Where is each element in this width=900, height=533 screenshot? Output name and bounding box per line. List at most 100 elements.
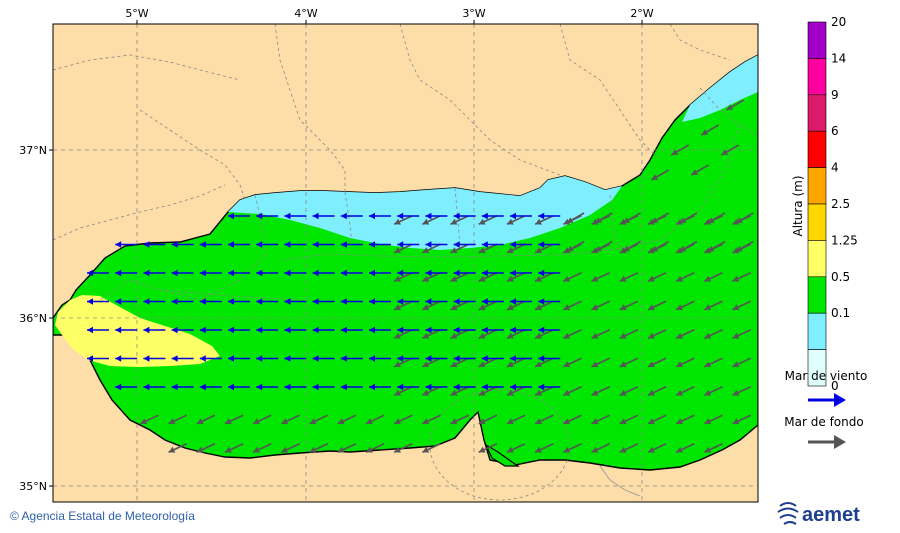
wave-arrowhead	[87, 298, 93, 305]
wave-arrowhead	[199, 298, 206, 305]
wave-arrowhead	[591, 361, 599, 368]
wave-arrowhead	[143, 383, 150, 391]
sea-yellow-west	[55, 295, 220, 367]
wave-arrowhead	[199, 326, 206, 334]
wave-arrowhead	[453, 383, 460, 391]
wave-arrowhead	[676, 275, 683, 282]
wave-arrowhead	[506, 218, 514, 225]
wave-arrowhead	[651, 174, 659, 180]
wave-arrowhead	[563, 418, 571, 425]
wave-arrowhead	[623, 245, 630, 252]
wave-arrowhead	[312, 326, 319, 334]
colorbar-segment	[807, 167, 827, 205]
wave-arrowhead	[619, 247, 627, 254]
wave-arrowhead	[369, 212, 375, 220]
wave-arrowhead	[591, 218, 599, 225]
wave-arrowhead	[453, 241, 460, 248]
wave-arrowhead	[506, 361, 514, 368]
wave-arrowhead	[563, 247, 571, 254]
wave-arrowhead	[143, 241, 150, 248]
colorbar-tick-label: 6	[831, 124, 839, 138]
wave-arrowhead	[510, 355, 516, 362]
wave-arrowhead	[619, 332, 627, 339]
lat-label: 37°N	[19, 144, 47, 157]
wave-arrowhead	[676, 361, 683, 368]
wave-arrowhead	[394, 389, 401, 396]
wind-sea-label: Mar de viento	[785, 369, 868, 383]
wave-arrowhead	[566, 245, 574, 252]
wave-arrowhead	[453, 298, 460, 305]
wave-arrowhead	[340, 355, 347, 362]
colorbar-tick-label: 4	[831, 161, 839, 175]
wave-arrowhead	[732, 389, 740, 396]
wave-arrowhead	[563, 275, 571, 282]
wave-arrowhead	[591, 304, 599, 311]
wave-arrowhead	[171, 326, 178, 334]
sea-cyan-north	[228, 176, 622, 250]
wave-arrowhead	[171, 355, 178, 362]
wave-arrowhead	[478, 389, 486, 396]
wave-arrowhead	[478, 218, 486, 225]
wave-arrowhead	[228, 355, 234, 362]
wave-arrowhead	[309, 446, 317, 453]
wave-arrowhead	[478, 275, 486, 282]
wave-arrowhead	[256, 269, 263, 277]
wave-arrowhead	[450, 332, 458, 339]
wave-arrowhead	[676, 304, 683, 311]
wave-arrowhead	[394, 361, 401, 368]
wave-arrowhead	[647, 304, 655, 311]
wave-arrowhead	[563, 332, 571, 339]
colorbar-segment	[807, 58, 827, 96]
wave-arrowhead	[115, 298, 122, 305]
wave-arrowhead	[647, 275, 655, 282]
wave-arrowhead	[704, 275, 712, 282]
longitude-ticks: 5°W 4°W 3°W 2°W	[125, 7, 654, 24]
islet-alboran	[484, 443, 520, 467]
wave-arrowhead	[619, 218, 627, 225]
wave-arrowhead	[535, 389, 542, 396]
wave-arrowhead	[115, 241, 122, 248]
wave-arrowhead	[478, 304, 486, 311]
wave-arrowhead	[256, 241, 263, 248]
wave-arrowhead	[256, 298, 263, 305]
wave-arrowhead	[691, 169, 699, 175]
wave-arrowhead	[510, 383, 516, 391]
wave-arrowhead	[425, 326, 432, 334]
wave-arrowhead	[450, 218, 458, 225]
wave-arrowhead	[535, 361, 542, 368]
wave-arrowhead	[619, 418, 627, 425]
wave-arrowhead	[538, 212, 545, 220]
wave-arrowhead	[228, 383, 234, 391]
wave-arrowhead	[732, 304, 740, 311]
wave-arrowhead	[228, 212, 234, 220]
wave-arrowhead	[481, 269, 488, 277]
wave-arrowhead	[453, 269, 460, 277]
colorbar-segment	[807, 240, 827, 278]
wave-arrowhead	[732, 418, 740, 425]
colorbar-segment	[807, 94, 827, 132]
wave-arrowhead	[591, 275, 599, 282]
wave-arrowhead	[506, 446, 514, 453]
colorbar-tick-label: 2.5	[831, 197, 850, 211]
wave-arrowhead	[143, 326, 150, 334]
wave-arrowhead	[199, 269, 206, 277]
colorbar-title: Altura (m)	[791, 175, 805, 236]
wave-arrowhead	[676, 446, 683, 453]
wave-arrowhead	[284, 355, 291, 362]
lon-label: 4°W	[294, 7, 317, 20]
swell-label: Mar de fondo	[784, 415, 863, 429]
wave-arrowhead	[704, 218, 712, 225]
colorbar-tick-label: 0.5	[831, 270, 850, 284]
wave-arrowhead	[647, 332, 655, 339]
wave-height-colorbar: 20 14 9 6 4 2.5 1.25 0.5 0.1 0	[807, 15, 858, 393]
wave-arrowhead	[171, 241, 178, 248]
wind-sea-arrow-icon	[808, 393, 846, 407]
wave-arrowhead	[425, 355, 432, 362]
wave-arrowhead	[535, 446, 542, 453]
wave-arrowhead	[422, 332, 430, 339]
wave-arrowhead	[309, 418, 317, 425]
credit: © Agencia Estatal de Meteorología	[10, 509, 195, 523]
wave-arrowhead	[224, 418, 232, 425]
wave-arrowhead	[196, 418, 204, 425]
